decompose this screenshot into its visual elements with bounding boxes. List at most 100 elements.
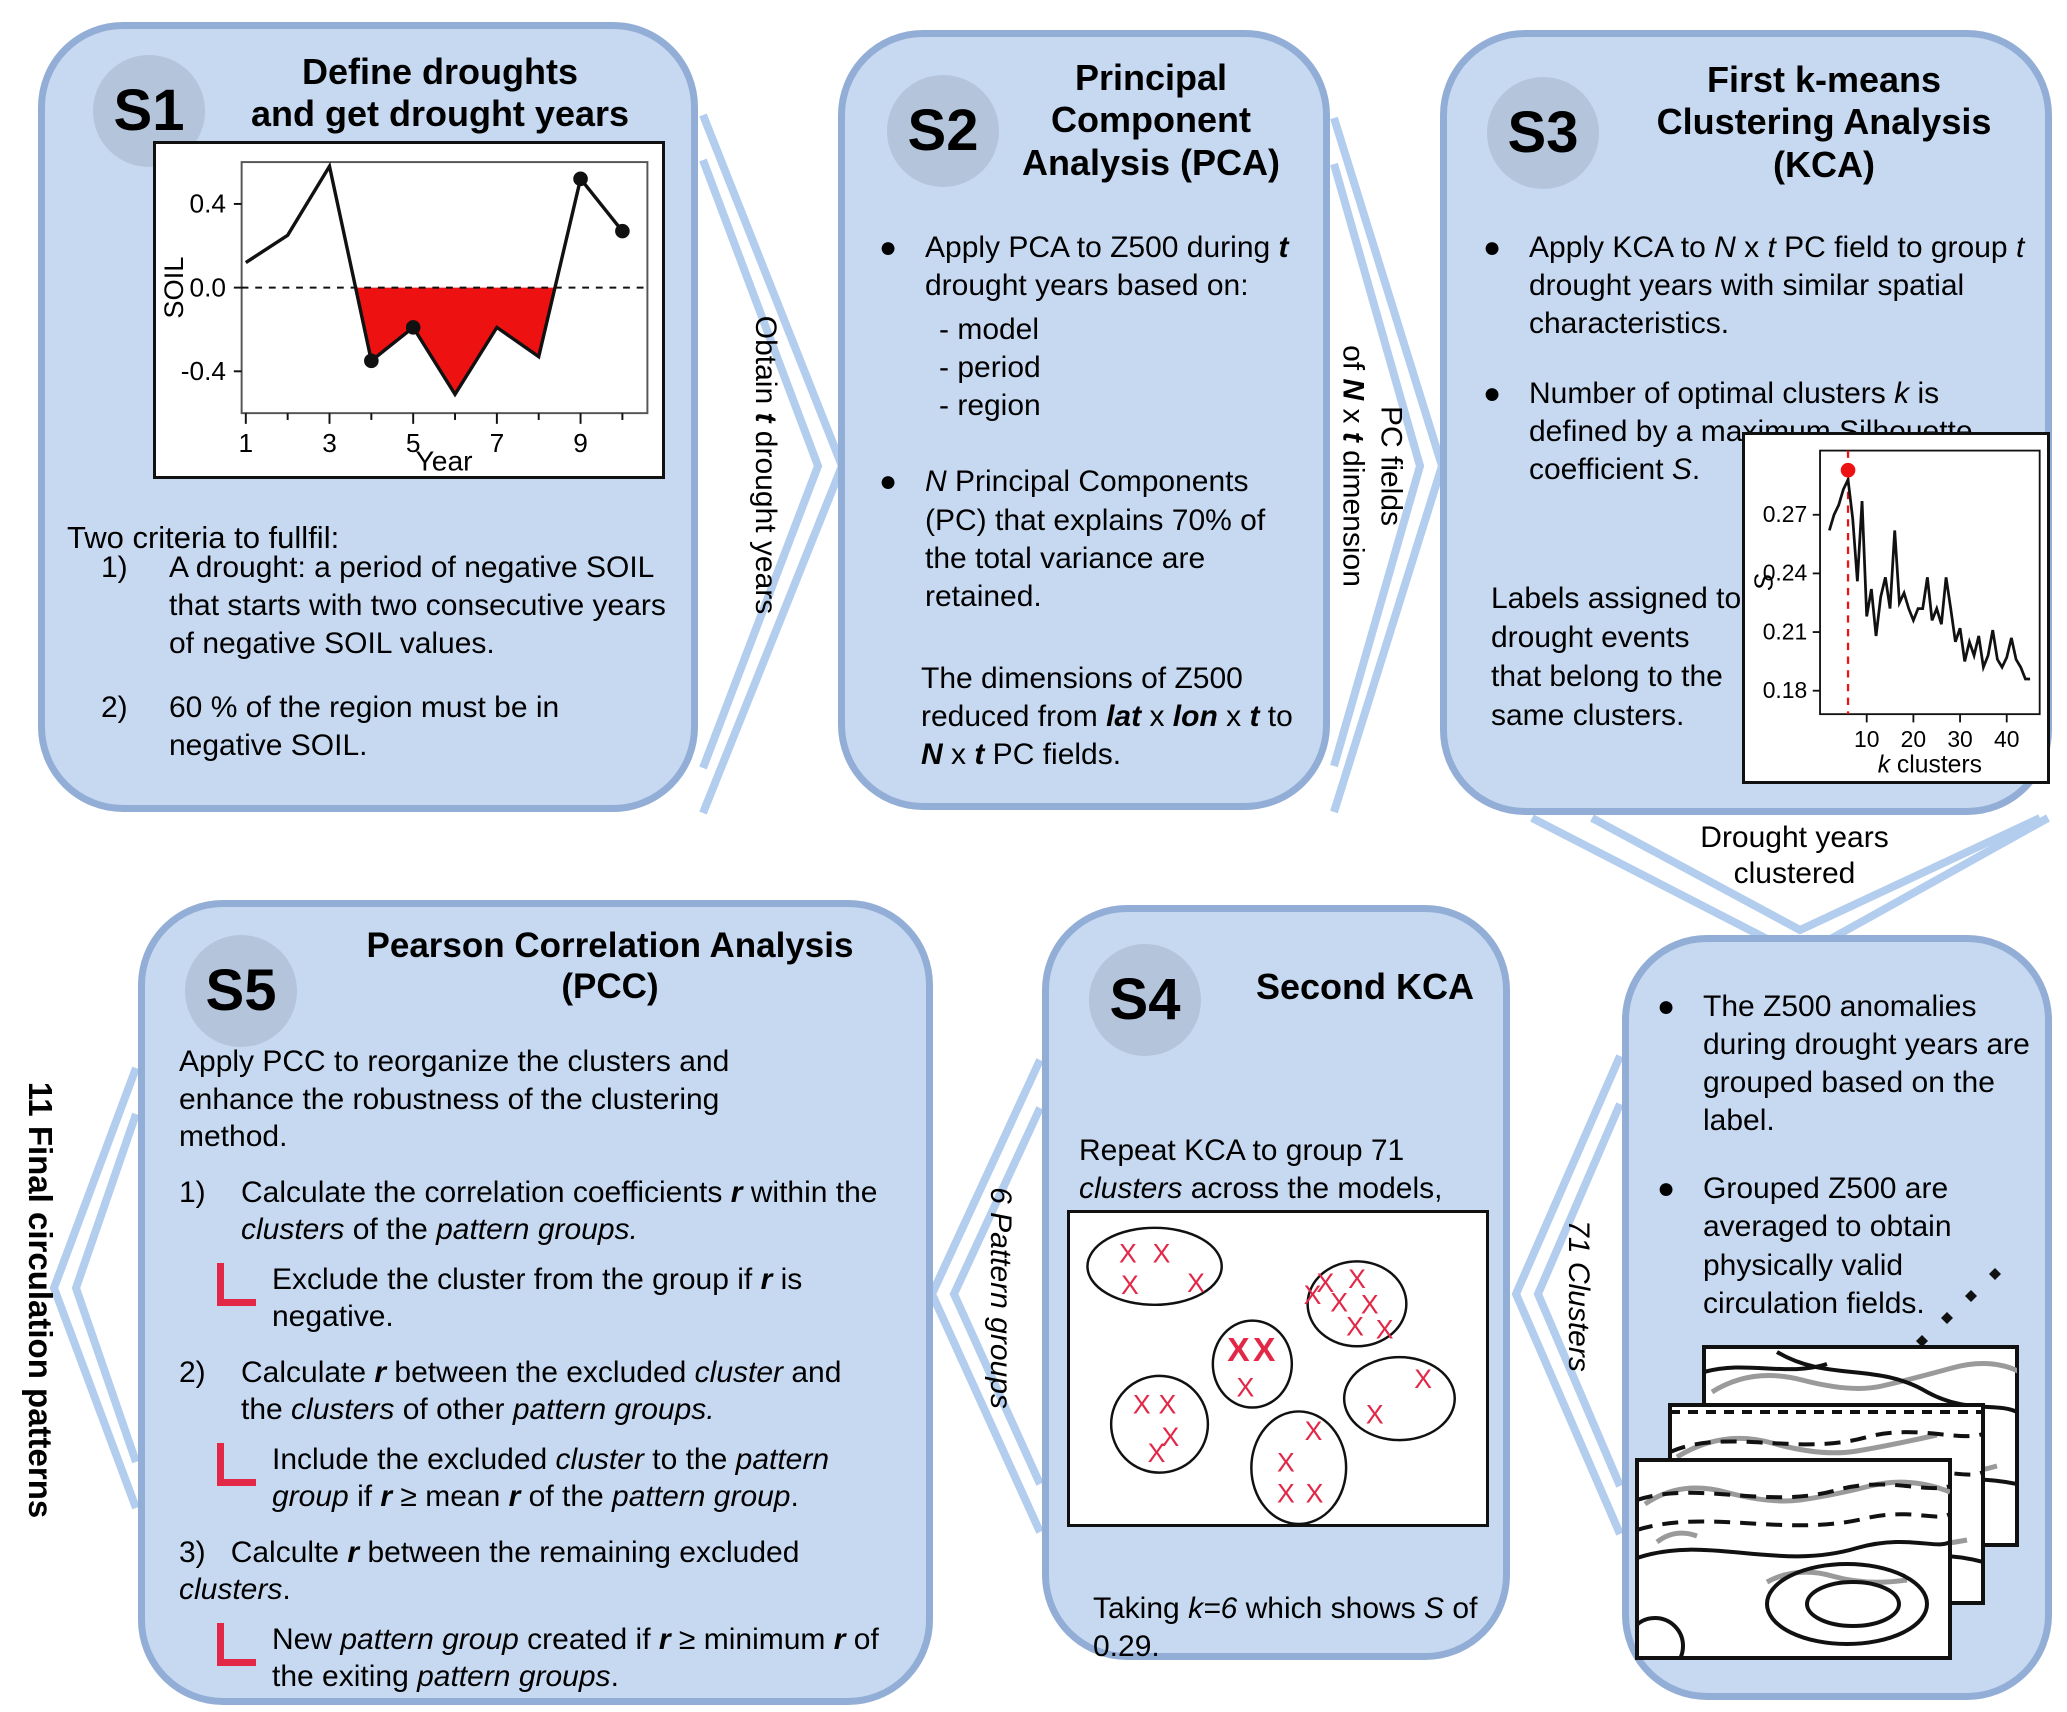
criteria-list: 1) A drought: a period of negative SOIL …	[101, 549, 667, 791]
circulation-maps-graphic	[1617, 1242, 2057, 1662]
svg-text:X: X	[1366, 1399, 1384, 1429]
s5-subitem-2: Include the excluded cluster to the patt…	[215, 1441, 885, 1516]
s5-subitem-1: Exclude the cluster from the group if r …	[215, 1261, 885, 1336]
output-label-final-circulation-patterns: 11 Final circulation patterns	[22, 1081, 59, 1519]
elbow-arrow-icon	[217, 1622, 256, 1666]
step-s5-badge: S5	[185, 935, 297, 1047]
step-s4-badge: S4	[1089, 944, 1201, 1056]
svg-text:k clusters: k clusters	[1878, 752, 1982, 779]
svg-text:X: X	[1227, 1332, 1250, 1369]
elbow-arrow-icon	[217, 1442, 256, 1486]
svg-text:X: X	[1187, 1268, 1205, 1298]
connector-label-drought-years-clustered: Drought years clustered	[1700, 821, 1889, 890]
svg-text:X: X	[1253, 1332, 1276, 1369]
svg-text:0.27: 0.27	[1763, 501, 1808, 527]
svg-text:S: S	[1750, 574, 1778, 591]
svg-text:0.21: 0.21	[1763, 618, 1808, 644]
svg-text:X: X	[1119, 1238, 1137, 1268]
elbow-arrow-icon	[217, 1262, 256, 1306]
bullet-icon: ●	[1483, 231, 1502, 264]
svg-text:-0.4: -0.4	[181, 356, 226, 386]
svg-text:X: X	[1414, 1364, 1432, 1394]
connector-label-obtain-drought-years: Obtain t drought years	[749, 315, 782, 615]
svg-text:9: 9	[573, 428, 588, 458]
svg-text:40: 40	[1994, 726, 2019, 752]
criteria-intro: Two criteria to fullfil:	[67, 520, 340, 555]
step-s5-box: S5 Pearson Correlation Analysis (PCC) App…	[138, 900, 933, 1705]
svg-text:X: X	[1305, 1416, 1323, 1446]
step-s3-badge: S3	[1487, 77, 1599, 189]
svg-text:X: X	[1148, 1438, 1166, 1468]
step-s1-title: Define droughts and get drought years	[250, 51, 630, 135]
criteria-item-2: 2) 60 % of the region must be in negativ…	[101, 691, 560, 763]
svg-text:5: 5	[406, 428, 421, 458]
out-bullet-1: ● The Z500 anomalies during drought year…	[1653, 988, 2037, 1140]
bullet-icon: ●	[1657, 1172, 1676, 1206]
svg-text:X: X	[1133, 1389, 1151, 1419]
step-s3-title: First k-means Clustering Analysis (KCA)	[1656, 59, 1992, 185]
svg-text:X: X	[1316, 1268, 1334, 1298]
s5-item-3: 3) Calculte r between the remaining excl…	[179, 1535, 800, 1607]
chevron-left-s5-output-icon	[49, 1066, 140, 1510]
step-s2-title: Principal Component Analysis (PCA)	[1021, 57, 1281, 183]
silhouette-coefficient-chart: 0.27 0.24 0.21 0.18 10 20 30 40 Sk clusters	[1750, 449, 2041, 779]
step-s3-body: ● Apply KCA to N x t PC field to group t…	[1479, 229, 2029, 490]
bullet-icon: ●	[1483, 377, 1502, 411]
bullet-icon: ●	[1657, 990, 1676, 1023]
step-s4-box: S4 Second KCA Repeat KCA to group 71 clu…	[1042, 905, 1510, 1663]
svg-text:X: X	[1361, 1290, 1379, 1320]
connector-label-pc-fields: PC fields of N x t dimension	[1337, 345, 1408, 587]
s3-bullet-1: ● Apply KCA to N x t PC field to group t…	[1479, 229, 2029, 343]
svg-text:X: X	[1306, 1478, 1324, 1508]
svg-text:Year: Year	[416, 445, 473, 476]
s2-sub-item: - region	[939, 389, 1041, 423]
step-s5-body: Apply PCC to reorganize the clusters and…	[179, 1043, 885, 1708]
s2-bullet-1: ● Apply PCA to Z500 during t drought yea…	[875, 229, 1307, 305]
svg-text:0.0: 0.0	[190, 272, 227, 302]
step-s5-title: Pearson Correlation Analysis (PCC)	[366, 926, 854, 1007]
more-maps-ellipsis-icon	[1916, 1268, 2001, 1347]
s2-paragraph: The dimensions of Z500 reduced from lat …	[921, 661, 1293, 772]
s4-caption: Taking k=6 which shows S of 0.29.	[1093, 1592, 1478, 1664]
svg-text:10: 10	[1854, 726, 1879, 752]
out-bullet-2: ● Grouped Z500 are averaged to obtain ph…	[1653, 1170, 2037, 1322]
s5-subitem-3: New pattern group created if r ≥ minimum…	[215, 1621, 885, 1696]
svg-text:X: X	[1277, 1478, 1295, 1508]
step-s2-body: ● Apply PCA to Z500 during t drought yea…	[875, 229, 1307, 774]
svg-text:X: X	[1277, 1448, 1295, 1478]
svg-text:X: X	[1304, 1280, 1322, 1310]
s5-item-2: 2) Calculate r between the excluded clus…	[179, 1355, 842, 1427]
criteria-item-1: 1) A drought: a period of negative SOIL …	[101, 551, 666, 661]
map-thumbnail-front	[1635, 1458, 1952, 1660]
svg-text:X: X	[1348, 1264, 1366, 1294]
svg-text:0.4: 0.4	[190, 189, 227, 219]
grouped-z500-body: ● The Z500 anomalies during drought year…	[1653, 988, 2037, 1323]
svg-text:X: X	[1346, 1311, 1364, 1341]
step-s4-title: Second KCA	[1255, 966, 1475, 1007]
svg-text:X: X	[1237, 1373, 1255, 1403]
svg-text:X: X	[1159, 1389, 1177, 1419]
step-s2-badge: S2	[887, 75, 999, 187]
connector-label-6-pattern-groups: 6 Pattern groups	[984, 1187, 1017, 1409]
s3-side-note: Labels assigned to drought events that b…	[1491, 582, 1742, 732]
svg-text:30: 30	[1947, 726, 1972, 752]
svg-text:X: X	[1153, 1238, 1171, 1268]
s2-bullet-2: ● N Principal Components (PC) that expla…	[875, 463, 1307, 615]
soil-time-series-chart: 0.4 0.0 -0.4 1 3 5 7 9 SOIL Year	[158, 161, 649, 476]
s2-sub-list: - model - period - region	[939, 311, 1307, 425]
s2-sub-item: - period	[939, 351, 1041, 385]
svg-text:1: 1	[239, 428, 254, 458]
svg-text:7: 7	[490, 428, 505, 458]
step-s2-box: S2 Principal Component Analysis (PCA) ● Ap…	[838, 30, 1330, 810]
bullet-icon: ●	[879, 465, 898, 499]
grouped-z500-box: ● The Z500 anomalies during drought year…	[1622, 935, 2052, 1700]
connector-label-71-clusters: 71 Clusters	[1562, 1220, 1595, 1372]
soil-chart-panel: 0.4 0.0 -0.4 1 3 5 7 9 SOIL Year	[153, 141, 665, 479]
svg-text:X: X	[1330, 1288, 1348, 1318]
step-s3-box: S3 First k-means Clustering Analysis (KCA)…	[1440, 30, 2052, 815]
s5-item-1: 1) Calculate the correlation coefficient…	[179, 1175, 878, 1247]
